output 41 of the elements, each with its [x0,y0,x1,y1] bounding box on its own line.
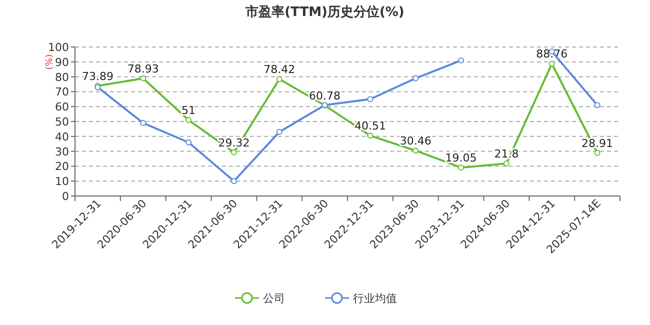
chart-title: 市盈率(TTM)历史分位(%) [244,4,404,20]
y-tick-label: 0 [62,190,69,203]
point [140,120,146,126]
point [458,57,464,64]
y-tick-label: 10 [55,175,69,188]
point [367,96,374,102]
data-label: 19.05 [445,152,477,165]
point [548,60,555,67]
data-label: 73.89 [82,70,114,83]
point [276,76,282,82]
point [412,75,419,82]
data-label: 51 [182,104,196,118]
point [186,139,192,146]
point [458,164,464,171]
y-tick-label: 70 [55,86,69,99]
point [230,178,237,184]
point [503,160,510,167]
data-label: 78.93 [127,62,159,76]
data-label: 40.51 [354,120,386,133]
legend-label: 公司 [263,292,285,305]
y-tick-label: 90 [55,56,69,69]
y-tick-label: 60 [55,100,69,114]
y-tick-label: 40 [55,130,69,144]
legend-label: 行业均值 [353,292,397,305]
point [367,132,374,139]
y-tick-label: 100 [48,41,69,54]
data-label: 78.42 [264,63,296,76]
point [594,102,600,108]
point [594,150,600,156]
point [276,128,282,135]
point [186,117,192,124]
data-label: 60.78 [309,89,341,102]
y-tick-label: 50 [55,116,69,128]
y-tick-label: 80 [55,70,69,84]
y-axis-title: (%) [45,54,55,70]
data-label: 30.46 [400,134,432,148]
point [412,148,419,154]
y-tick-label: 30 [55,145,69,158]
point [140,75,146,82]
point [230,149,237,156]
y-tick-label: 20 [55,160,69,174]
